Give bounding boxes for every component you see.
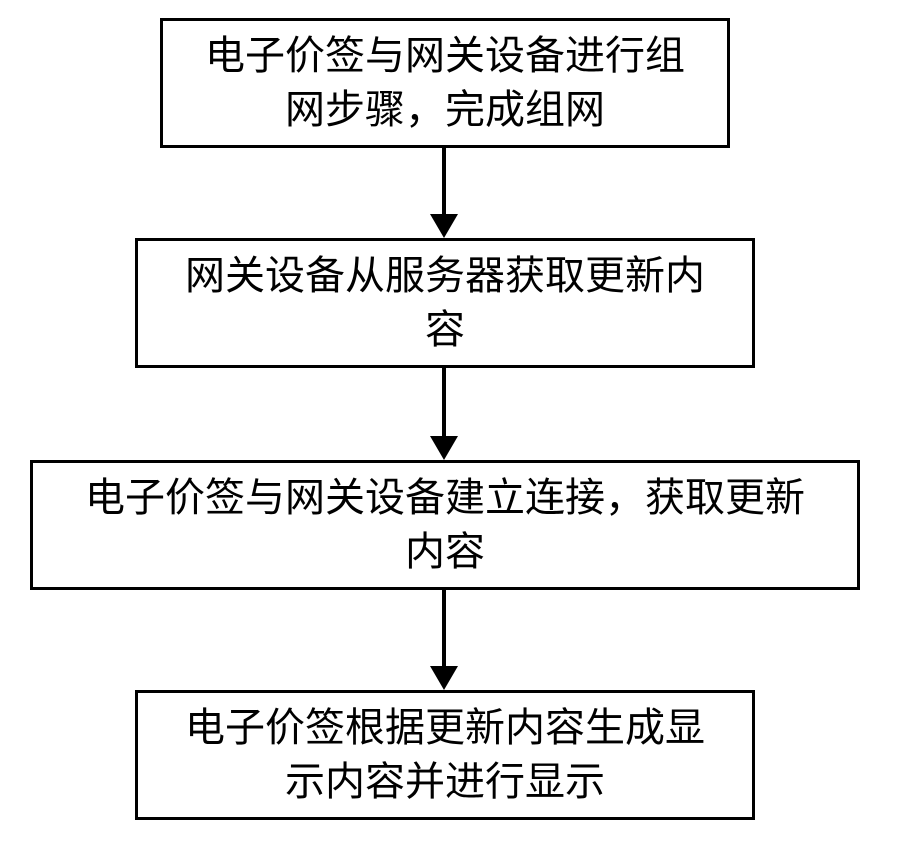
flow-arrow-3-head: [430, 666, 458, 690]
flow-node-1: 电子价签与网关设备进行组 网步骤，完成组网: [160, 18, 730, 148]
flow-arrow-3-line: [442, 590, 446, 666]
flow-node-4-text: 电子价签根据更新内容生成显 示内容并进行显示: [185, 701, 705, 809]
flow-node-2-text: 网关设备从服务器获取更新内 容: [185, 249, 705, 357]
flow-node-2: 网关设备从服务器获取更新内 容: [135, 238, 755, 368]
flow-arrow-2-line: [442, 368, 446, 436]
flow-arrow-2-head: [430, 436, 458, 460]
flow-node-1-text: 电子价签与网关设备进行组 网步骤，完成组网: [205, 29, 685, 137]
flow-node-3: 电子价签与网关设备建立连接，获取更新 内容: [30, 460, 860, 590]
flow-arrow-1-line: [442, 148, 446, 214]
flow-node-3-text: 电子价签与网关设备建立连接，获取更新 内容: [85, 471, 805, 579]
flow-node-4: 电子价签根据更新内容生成显 示内容并进行显示: [135, 690, 755, 820]
flow-arrow-1-head: [430, 214, 458, 238]
